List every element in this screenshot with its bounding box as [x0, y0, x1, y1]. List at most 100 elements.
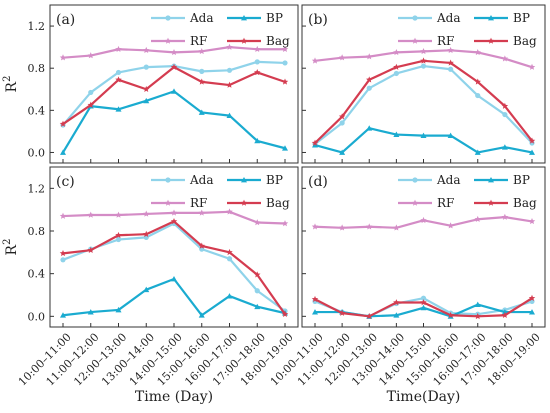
series-bag-point — [501, 102, 509, 109]
y-tick-label: 0.8 — [28, 62, 46, 75]
series-bag-point — [170, 63, 178, 70]
series-bp-point — [393, 131, 400, 137]
series-bag-point — [143, 85, 150, 93]
panel-label: (c) — [56, 174, 75, 190]
legend-marker — [412, 177, 418, 183]
legend-item-ada: Ada — [151, 173, 214, 187]
series-rf-point — [143, 46, 150, 54]
legend-item-bag: Bag — [227, 196, 290, 210]
legend-label: RF — [190, 196, 207, 210]
legend-item-bp: BP — [227, 11, 283, 25]
series-bag-point — [366, 312, 373, 320]
y-tick-label: 0.8 — [28, 225, 46, 238]
series-ada-point — [226, 256, 233, 262]
y-tick-label: 0.0 — [28, 310, 46, 323]
series-bp — [60, 276, 288, 318]
series-ada — [312, 63, 535, 147]
series-bp-point — [60, 149, 66, 155]
panel-frame — [301, 4, 546, 164]
series-rf-point — [393, 224, 400, 231]
legend-marker — [487, 199, 495, 206]
series-rf — [59, 208, 289, 227]
series-rf-point — [366, 53, 373, 60]
series-rf-point — [474, 215, 481, 223]
legend-item-ada: Ada — [398, 173, 461, 187]
series-bag-point — [59, 250, 67, 257]
series-rf-point — [311, 57, 319, 64]
series-bag-point — [87, 101, 94, 108]
series-ada-point — [448, 66, 454, 72]
series-bp-point — [198, 312, 205, 318]
y-tick-label: 1.2 — [28, 20, 46, 33]
series-bag-point — [393, 63, 400, 70]
series-ada-point — [502, 111, 508, 118]
series-ada-point — [282, 60, 288, 66]
series-rf-point — [501, 213, 509, 220]
series-ada-point — [420, 295, 427, 301]
series-bag-point — [115, 76, 122, 83]
series-bp-point — [254, 137, 261, 144]
y-axis-label: R2 — [2, 239, 20, 256]
legend-item-rf: RF — [151, 34, 207, 48]
y-axis-label-sup: 2 — [2, 239, 13, 245]
series-bag — [59, 63, 289, 127]
series-bp-point — [198, 109, 205, 115]
series-ada-point — [115, 236, 122, 243]
series-bp-point — [282, 145, 288, 151]
series-rf-point — [474, 49, 481, 56]
panel-b: (b) Ada BP RF Bag — [301, 4, 546, 164]
series-ada-point — [199, 68, 205, 74]
series-rf-point — [420, 216, 427, 224]
series-bag-point — [170, 218, 178, 225]
series-bp-point — [474, 301, 481, 307]
series-bag-point — [59, 120, 67, 127]
series-ada-line — [314, 64, 533, 145]
series-ada-point — [475, 92, 481, 99]
series-bp-point — [171, 276, 177, 282]
panel-label: (a) — [56, 12, 75, 28]
legend-item-rf: RF — [398, 196, 454, 210]
legend-item-bp: BP — [474, 11, 530, 25]
y-axis-label: R2 — [2, 76, 20, 93]
legend-label: BP — [266, 173, 283, 187]
series-rf-point — [87, 211, 94, 218]
legend-marker — [412, 15, 418, 21]
series-bp-point — [474, 149, 481, 155]
legend-item-bp: BP — [474, 173, 530, 187]
series-bp — [312, 125, 535, 155]
legend-marker — [241, 177, 247, 183]
series-bp-point — [143, 97, 150, 104]
series-ada-point — [226, 67, 233, 73]
legend-label: RF — [190, 34, 207, 48]
series-bag-point — [338, 309, 346, 316]
series-rf-point — [198, 47, 205, 55]
series-rf-point — [198, 209, 205, 216]
series-bag-point — [254, 271, 261, 278]
series-rf-point — [338, 224, 346, 231]
series-rf-point — [311, 223, 319, 230]
legend-label: RF — [437, 34, 454, 48]
panel-a: 0.0 0.4 0.8 1.2 (a) Ada BP RF Bag — [28, 4, 299, 164]
series-bp-point — [529, 149, 535, 155]
series-bp-point — [366, 125, 373, 131]
series-bag-point — [501, 311, 509, 319]
legend-marker — [487, 37, 495, 44]
series-bag-point — [254, 69, 261, 76]
series-bp-point — [87, 309, 94, 315]
series-bag-point — [447, 59, 454, 66]
series-bp-point — [226, 112, 233, 118]
panel-label: (d) — [308, 174, 328, 190]
series-bag-point — [226, 81, 233, 88]
series-bp-point — [115, 106, 122, 112]
series-bag-point — [474, 312, 481, 320]
series-rf — [59, 43, 289, 61]
series-rf-point — [366, 223, 373, 230]
series-rf-point — [59, 54, 67, 61]
series-ada-point — [60, 257, 66, 263]
series-bag-point — [393, 299, 400, 306]
legend-item-ada: Ada — [151, 11, 214, 25]
panel-label: (b) — [308, 12, 328, 28]
legend-marker — [241, 15, 247, 21]
legend-label: Bag — [513, 34, 537, 48]
